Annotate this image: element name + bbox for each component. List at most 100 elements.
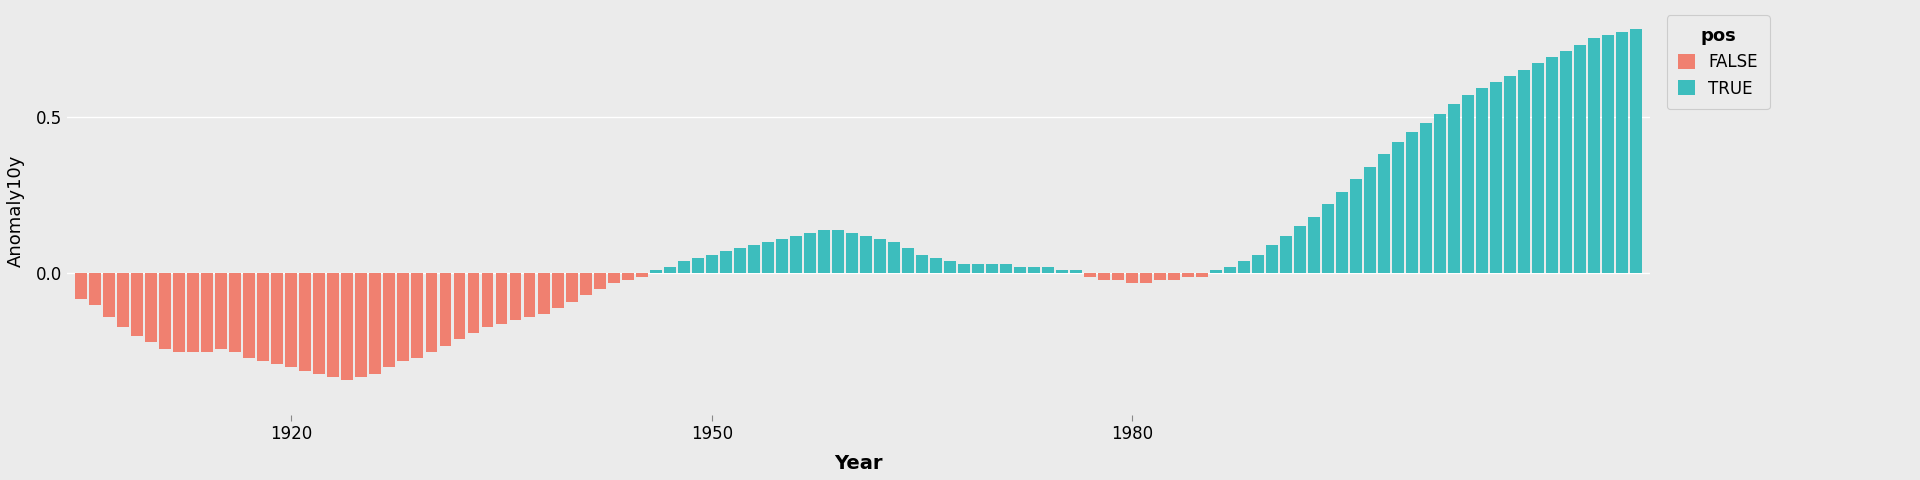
Bar: [1308, 217, 1321, 274]
Bar: [228, 274, 242, 352]
Bar: [776, 239, 787, 274]
Bar: [131, 274, 144, 336]
Bar: [1014, 267, 1025, 274]
Bar: [747, 245, 760, 274]
Bar: [1167, 274, 1181, 280]
Bar: [762, 242, 774, 274]
Bar: [945, 261, 956, 274]
Bar: [524, 274, 536, 317]
Bar: [607, 274, 620, 283]
Bar: [902, 248, 914, 274]
Bar: [1252, 254, 1263, 274]
Bar: [1519, 70, 1530, 274]
Bar: [159, 274, 171, 348]
Y-axis label: Anomaly10y: Anomaly10y: [8, 155, 25, 267]
Bar: [1125, 274, 1139, 283]
Bar: [1617, 32, 1628, 274]
Bar: [1281, 236, 1292, 274]
Bar: [720, 252, 732, 274]
Bar: [1112, 274, 1123, 280]
Bar: [874, 239, 885, 274]
Bar: [636, 274, 647, 276]
Bar: [831, 229, 843, 274]
Bar: [313, 274, 324, 374]
Bar: [1505, 76, 1517, 274]
Bar: [887, 242, 900, 274]
Bar: [1574, 45, 1586, 274]
Bar: [146, 274, 157, 342]
Bar: [1532, 63, 1544, 274]
Bar: [847, 233, 858, 274]
Bar: [453, 274, 465, 339]
Bar: [789, 236, 803, 274]
Bar: [707, 254, 718, 274]
Bar: [411, 274, 424, 358]
Bar: [188, 274, 200, 352]
Bar: [664, 267, 676, 274]
Bar: [818, 229, 829, 274]
Bar: [804, 233, 816, 274]
Legend: FALSE, TRUE: FALSE, TRUE: [1667, 15, 1770, 109]
Bar: [328, 274, 340, 377]
Bar: [622, 274, 634, 280]
Bar: [300, 274, 311, 371]
Bar: [1069, 270, 1083, 274]
Bar: [860, 236, 872, 274]
Bar: [551, 274, 563, 308]
Bar: [1056, 270, 1068, 274]
Bar: [1336, 192, 1348, 274]
Bar: [1603, 35, 1615, 274]
Bar: [1490, 82, 1501, 274]
Bar: [202, 274, 213, 352]
Bar: [1043, 267, 1054, 274]
Bar: [426, 274, 438, 352]
Bar: [649, 270, 662, 274]
Bar: [495, 274, 507, 324]
Bar: [972, 264, 983, 274]
Bar: [1434, 114, 1446, 274]
Bar: [691, 258, 703, 274]
Bar: [538, 274, 549, 314]
Bar: [117, 274, 129, 327]
Bar: [1463, 95, 1475, 274]
Bar: [286, 274, 298, 368]
Bar: [384, 274, 396, 368]
Bar: [75, 274, 86, 299]
Bar: [482, 274, 493, 327]
Bar: [342, 274, 353, 380]
Bar: [987, 264, 998, 274]
Bar: [1421, 123, 1432, 274]
Bar: [1238, 261, 1250, 274]
Bar: [593, 274, 605, 289]
Bar: [1000, 264, 1012, 274]
Bar: [440, 274, 451, 346]
Bar: [1265, 245, 1279, 274]
Bar: [1196, 274, 1208, 276]
Bar: [916, 254, 927, 274]
Bar: [1183, 274, 1194, 276]
Bar: [1546, 57, 1559, 274]
Bar: [1154, 274, 1165, 280]
Bar: [509, 274, 522, 321]
Bar: [215, 274, 227, 348]
Bar: [929, 258, 943, 274]
Bar: [1379, 154, 1390, 274]
Bar: [1630, 29, 1642, 274]
Bar: [1140, 274, 1152, 283]
Bar: [397, 274, 409, 361]
Bar: [678, 261, 689, 274]
Bar: [1365, 167, 1377, 274]
Bar: [468, 274, 480, 333]
Bar: [271, 274, 284, 364]
Bar: [173, 274, 184, 352]
Bar: [1561, 51, 1572, 274]
Bar: [1098, 274, 1110, 280]
Bar: [1225, 267, 1236, 274]
Bar: [1405, 132, 1419, 274]
Bar: [1294, 227, 1306, 274]
Bar: [257, 274, 269, 361]
Bar: [1476, 88, 1488, 274]
Bar: [958, 264, 970, 274]
Bar: [104, 274, 115, 317]
Bar: [1085, 274, 1096, 276]
